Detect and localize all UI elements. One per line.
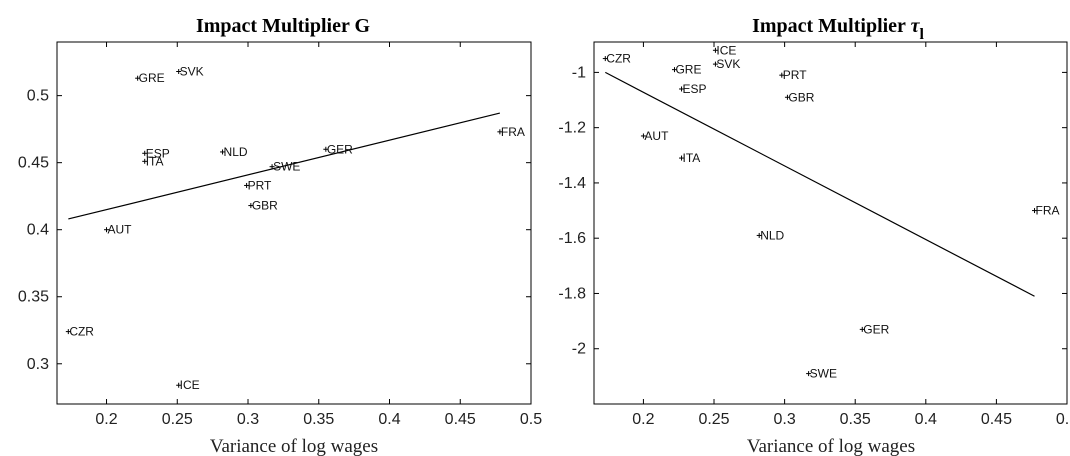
data-point: GER <box>323 142 353 156</box>
data-point: ITA <box>142 154 164 168</box>
point-label: CZR <box>69 325 94 339</box>
data-point: GRE <box>135 71 165 85</box>
x-tick-label: 0.25 <box>698 411 729 428</box>
x-axis-label: Variance of log wages <box>210 436 378 456</box>
chart-title: Impact Multiplier G <box>196 15 371 37</box>
data-point: AUT <box>104 223 132 237</box>
x-tick-label: 0.4 <box>378 411 400 428</box>
data-point: ESP <box>679 82 707 96</box>
point-label: GRE <box>139 71 165 85</box>
point-label: CZR <box>606 52 631 66</box>
data-points: ICE CZR GRE SVK PRT ESP GBR AUT ITA NLD FRA GER SWE <box>602 43 1060 381</box>
x-tick-label: 0.45 <box>445 411 476 428</box>
data-point: ICE <box>712 43 736 57</box>
data-point: SWE <box>806 367 837 381</box>
y-tick-label: -1.2 <box>558 120 586 137</box>
point-label: GER <box>327 142 353 156</box>
point-label: GBR <box>788 90 814 104</box>
data-point: SVK <box>176 64 204 78</box>
data-point: CZR <box>65 325 94 339</box>
point-label: AUT <box>108 223 133 237</box>
point-label: FRA <box>501 125 525 139</box>
x-tick-label: 0.2 <box>95 411 117 428</box>
point-label: GRE <box>675 63 701 77</box>
y-tick-label: 0.4 <box>27 222 49 239</box>
point-label: AUT <box>644 129 669 143</box>
data-point: PRT <box>244 178 272 192</box>
point-label: ICE <box>180 378 200 392</box>
x-tick-label: 0.35 <box>303 411 334 428</box>
point-label: ESP <box>683 82 707 96</box>
point-label: NLD <box>760 228 784 242</box>
data-point: CZR <box>602 52 631 66</box>
data-point: NLD <box>220 145 248 159</box>
point-label: SWE <box>810 367 837 381</box>
point-label: PRT <box>783 68 807 82</box>
point-label: PRT <box>248 178 272 192</box>
x-tick-label: 0.3 <box>237 411 259 428</box>
x-tick-label: 0.45 <box>981 411 1012 428</box>
x-tick-label: 0.5 <box>520 411 542 428</box>
data-point: ESP <box>142 146 170 160</box>
x-axis-label: Variance of log wages <box>747 436 915 456</box>
point-label: SVK <box>716 57 740 71</box>
point-label: ITA <box>146 154 164 168</box>
y-tick-label: 0.35 <box>18 289 49 306</box>
x-tick-label: 0.2 <box>632 411 654 428</box>
data-point: FRA <box>1032 204 1060 218</box>
chart-title-symbol: τ <box>911 15 921 37</box>
y-tick-label: -1.6 <box>558 230 586 247</box>
data-point: GBR <box>248 199 278 213</box>
data-point: FRA <box>497 125 525 139</box>
y-axis: 0.3 0.35 0.4 0.45 0.5 <box>18 88 531 373</box>
regression-line <box>68 112 501 220</box>
x-tick-label: 0.25 <box>162 411 193 428</box>
data-point: GER <box>859 322 890 336</box>
point-label: GBR <box>252 199 278 213</box>
data-point: NLD <box>756 228 785 242</box>
data-point: GBR <box>784 90 815 104</box>
plot-area <box>593 41 1068 405</box>
y-tick-label: 0.3 <box>27 356 49 373</box>
x-tick-label: 0.3 <box>773 411 795 428</box>
data-point: GRE <box>671 63 701 77</box>
point-label: ICE <box>716 43 736 57</box>
x-tick-label: 0.35 <box>840 411 871 428</box>
data-point: SVK <box>712 57 740 71</box>
data-point: ICE <box>176 378 200 392</box>
y-axis: -2 -1.8 -1.6 -1.4 -1.2 -1 <box>558 64 1067 358</box>
point-label: ITA <box>683 151 701 165</box>
y-tick-label: 0.5 <box>27 88 49 105</box>
point-label: NLD <box>224 145 248 159</box>
y-tick-label: -1.4 <box>558 175 586 192</box>
y-tick-label: -1 <box>572 64 586 81</box>
plot-area <box>56 41 532 405</box>
chart-panel-tau: Impact Multiplier τl 0.2 0.25 0.3 0.35 0.4 0.… <box>558 15 1070 456</box>
y-tick-label: -1.8 <box>558 285 586 302</box>
point-label: ESP <box>146 146 170 160</box>
regression-line <box>605 71 1035 297</box>
chart-title-subscript: l <box>919 26 924 43</box>
y-tick-label: 0.45 <box>18 155 49 172</box>
point-label: FRA <box>1036 204 1060 218</box>
x-axis: 0.2 0.25 0.3 0.35 0.4 0.45 0.5 <box>95 42 542 428</box>
x-tick-label: 0.4 <box>915 411 937 428</box>
x-tick-label: 0.5 <box>1056 411 1070 428</box>
chart-panel-g: Impact Multiplier G 0.2 0.25 0.3 0.35 0.4 0.4… <box>18 15 542 456</box>
chart-title: Impact Multiplier τl <box>752 15 924 43</box>
point-label: SWE <box>273 160 300 174</box>
x-axis: 0.2 0.25 0.3 0.35 0.4 0.45 0.5 <box>632 42 1070 428</box>
point-label: GER <box>863 322 889 336</box>
data-point: SWE <box>269 160 300 174</box>
data-point: ITA <box>679 151 700 165</box>
y-tick-label: -2 <box>572 341 586 358</box>
data-point: PRT <box>779 68 807 82</box>
data-point: AUT <box>640 129 669 143</box>
chart-title-text: Impact Multiplier <box>752 15 911 37</box>
point-label: SVK <box>180 64 204 78</box>
